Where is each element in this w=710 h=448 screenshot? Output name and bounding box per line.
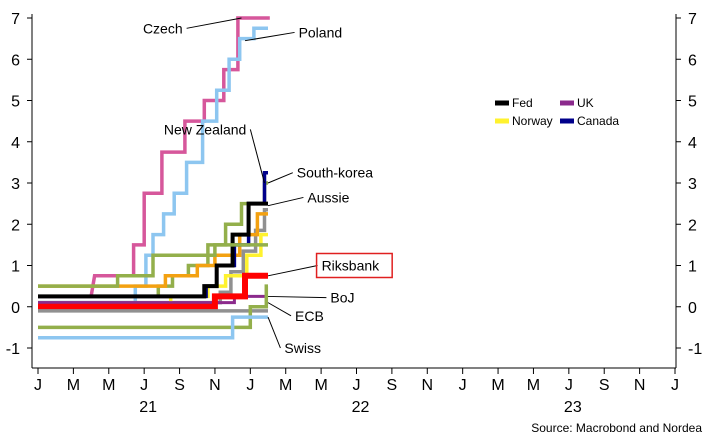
y-tick-label-left: 6 [11, 52, 20, 69]
y-tick-label-right: -1 [688, 341, 702, 358]
annotation-ecb-leader [267, 302, 292, 317]
annotation-poland-label: Poland [299, 24, 343, 40]
x-tick-label: N [634, 377, 646, 394]
x-tick-label: M [102, 377, 115, 394]
y-tick-label-right: 5 [688, 94, 697, 111]
legend-norway-label: Norway [512, 114, 553, 128]
annotation-aussie-label: Aussie [307, 189, 349, 205]
y-tick-label-left: -1 [6, 341, 20, 358]
y-tick-label-left: 7 [11, 11, 20, 28]
annotation-swiss-label: Swiss [284, 340, 321, 356]
annotation-boj-label: BoJ [330, 290, 354, 306]
x-tick-label: S [599, 377, 610, 394]
annotation-new-zealand-leader [249, 129, 265, 184]
y-tick-label-right: 2 [688, 217, 697, 234]
annotation-boj-leader [268, 295, 327, 299]
y-tick-label-right: 7 [688, 11, 697, 28]
legend-uk-label: UK [577, 96, 594, 110]
x-tick-label: N [209, 377, 221, 394]
axes-layer: -1 -10 01 12 23 34 45 56 67 7J M M J S N J M M J S N J M M J S N J2… [6, 11, 703, 416]
y-tick-label-left: 5 [11, 94, 20, 111]
y-tick-label-right: 4 [688, 135, 697, 152]
annotation-riksbank-box [315, 252, 393, 279]
x-tick-label: M [67, 377, 80, 394]
annotation-riksbank-label: Riksbank [322, 258, 381, 274]
x-tick-label: S [387, 377, 398, 394]
series-line-ecb [38, 284, 269, 330]
x-tick-label: M [491, 377, 504, 394]
y-tick-label-left: 3 [11, 176, 20, 193]
x-tick-label: J [246, 377, 254, 394]
x-tick-label: J [140, 377, 148, 394]
source-text: Source: Macrobond and Nordea [531, 421, 702, 435]
annotation-south-korea-leader [267, 172, 293, 184]
annotation-aussie-leader [267, 196, 304, 207]
annotation-south-korea-label: South-korea [297, 165, 373, 181]
series-layer [38, 16, 270, 340]
x-tick-label: J [353, 377, 361, 394]
x-tick-label: N [421, 377, 433, 394]
x-tick-label: S [174, 377, 185, 394]
annotation-ecb-label: ECB [295, 308, 324, 324]
y-tick-label-left: 1 [11, 259, 20, 276]
y-tick-label-left: 2 [11, 217, 20, 234]
series-line-fed [38, 201, 268, 299]
x-tick-label: M [279, 377, 292, 394]
x-tick-label: M [314, 377, 327, 394]
legend: Fed UK Norway Canada [495, 96, 619, 128]
x-tick-label: J [34, 377, 42, 394]
y-tick-label-right: 6 [688, 52, 697, 69]
series-line-uk [38, 294, 268, 305]
x-year-label: 22 [352, 399, 370, 416]
annotation-swiss-leader [267, 316, 281, 349]
x-year-label: 21 [139, 399, 157, 416]
legend-canada-label: Canada [577, 114, 619, 128]
y-tick-label-right: 3 [688, 176, 697, 193]
y-tick-label-right: 0 [688, 300, 697, 317]
series-line-poland [38, 26, 268, 305]
x-tick-label: J [671, 377, 679, 394]
series-line-swiss [38, 315, 268, 340]
x-tick-label: M [527, 377, 540, 394]
y-tick-label-right: 1 [688, 259, 697, 276]
x-tick-label: J [459, 377, 467, 394]
legend-fed-label: Fed [512, 96, 533, 110]
series-line-czech-2 [38, 243, 268, 288]
series-line-south-korea [38, 212, 268, 288]
y-tick-label-left: 4 [11, 135, 20, 152]
annotation-riksbank-leader [267, 265, 318, 277]
y-tick-label-left: 0 [11, 300, 20, 317]
x-tick-label: J [565, 377, 573, 394]
annotation-czech-leader [186, 17, 242, 29]
annotation-new-zealand-label: New Zealand [164, 121, 247, 137]
series-line-riksbank [38, 272, 268, 310]
annotation-czech-label: Czech [143, 20, 183, 36]
annotation-layer: Czech Poland New Zealand South-korea Aussie R… [143, 17, 393, 356]
x-year-label: 23 [564, 399, 582, 416]
annotation-poland-leader [244, 31, 295, 42]
